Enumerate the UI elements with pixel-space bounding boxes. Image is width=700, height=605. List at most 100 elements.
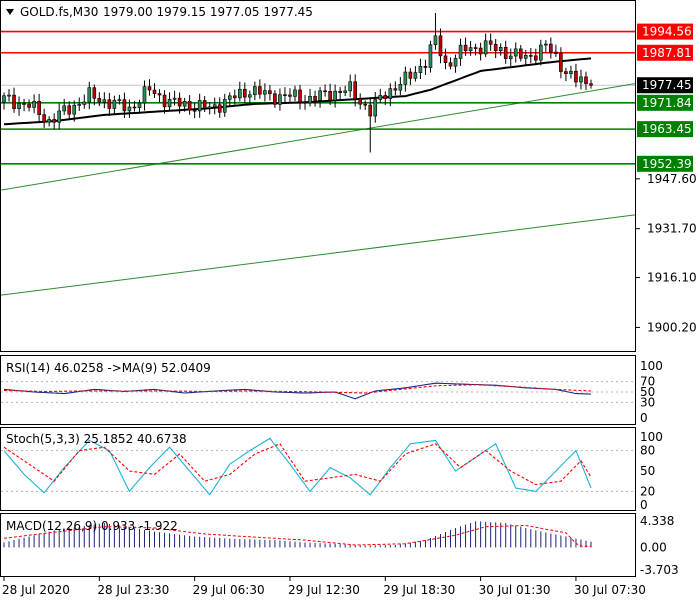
- candle: [102, 92, 107, 109]
- candle-body: [127, 106, 132, 112]
- triangle-down-icon[interactable]: [6, 9, 14, 15]
- candle: [443, 48, 448, 70]
- candle-body: [142, 86, 147, 104]
- candle-body: [323, 90, 327, 93]
- candle: [243, 82, 247, 104]
- time-tick-label: 28 Jul 23:30: [97, 583, 169, 597]
- level-lines: [1, 30, 635, 165]
- rsi-panel[interactable]: RSI(14) 46.0258 ->MA(9) 52.0409: [0, 355, 636, 425]
- candlestick-series: [2, 12, 593, 153]
- support-price-label: 1971.84: [642, 96, 692, 110]
- candle-body: [539, 44, 543, 61]
- candle: [137, 99, 142, 114]
- candle-body: [107, 99, 112, 109]
- candle: [293, 85, 297, 102]
- candle: [363, 100, 368, 110]
- support-price-box: [637, 121, 693, 138]
- candle-body: [544, 43, 548, 46]
- stoch-tick-label: 80: [640, 444, 655, 458]
- candle: [513, 42, 518, 63]
- candle-body: [122, 99, 127, 112]
- candle: [528, 48, 533, 64]
- candle-body: [167, 99, 172, 108]
- price-panel-frame: [0, 0, 636, 352]
- candle: [27, 99, 31, 112]
- candle: [177, 92, 182, 114]
- candle: [142, 80, 147, 111]
- candle-body: [488, 40, 493, 45]
- candle-body: [117, 99, 122, 101]
- candle-body: [47, 119, 51, 123]
- candle-body: [308, 95, 312, 104]
- candle: [222, 93, 227, 117]
- candle: [408, 68, 413, 85]
- candle: [383, 91, 388, 106]
- candle: [22, 98, 26, 112]
- price-panel[interactable]: GOLD.fs,M30 1979.00 1979.15 1977.05 1977…: [0, 0, 636, 352]
- candle-body: [303, 101, 307, 104]
- stoch-panel[interactable]: Stoch(5,3,3) 25.1852 40.6738: [0, 427, 636, 511]
- candle-body: [283, 94, 287, 97]
- candle: [97, 92, 102, 107]
- trendline-2: [0, 214, 636, 296]
- candle: [393, 81, 398, 96]
- candle-body: [7, 94, 11, 97]
- rsi-tick-label: 30: [640, 395, 655, 409]
- candle: [503, 40, 508, 64]
- candle: [217, 97, 222, 118]
- candle: [212, 97, 217, 115]
- candle-body: [227, 95, 232, 100]
- candle-body: [182, 100, 187, 107]
- candle-body: [313, 95, 317, 101]
- candle: [117, 94, 122, 105]
- candle-body: [338, 90, 342, 93]
- moving-average: [3, 57, 592, 126]
- candle: [197, 93, 202, 118]
- ma-line-path: [3, 57, 592, 126]
- price-tick-label: 1900.20: [647, 320, 697, 334]
- candle-body: [72, 104, 77, 115]
- candle: [589, 79, 593, 89]
- candle-body: [197, 100, 202, 112]
- rsi-tick-label: 100: [640, 359, 663, 373]
- candle-body: [448, 62, 453, 67]
- candle: [483, 33, 488, 58]
- candle: [448, 57, 453, 70]
- candle-body: [589, 83, 593, 86]
- time-tick-label: 29 Jul 18:30: [383, 583, 455, 597]
- candle: [107, 92, 112, 117]
- price-tick-label: 1916.10: [647, 271, 697, 285]
- candle: [57, 103, 61, 130]
- candle-body: [212, 104, 217, 108]
- macd-panel[interactable]: MACD(12,26,9) 0.933 -1.922: [0, 513, 636, 577]
- candle-body: [528, 55, 533, 57]
- candle-body: [518, 48, 523, 59]
- candle: [579, 69, 583, 90]
- candle-body: [453, 58, 458, 67]
- candle-body: [493, 43, 498, 52]
- candle-body: [508, 55, 513, 59]
- candle-body: [253, 86, 257, 96]
- candle-body: [559, 53, 563, 72]
- stoch-tick-label: 20: [640, 484, 655, 498]
- candle-body: [77, 104, 82, 106]
- candle: [308, 88, 312, 107]
- candle-body: [92, 87, 97, 99]
- candle-body: [62, 105, 67, 112]
- candle: [584, 71, 588, 91]
- candle: [498, 43, 503, 56]
- candle-body: [137, 102, 142, 109]
- candle: [353, 74, 358, 107]
- candle-body: [248, 94, 252, 98]
- macd-title: MACD(12,26,9) 0.933 -1.922: [6, 519, 178, 533]
- candle-body: [172, 97, 177, 100]
- candle: [47, 116, 51, 127]
- candle: [534, 48, 538, 66]
- candle-body: [237, 88, 242, 99]
- candle-body: [37, 101, 41, 115]
- candle: [92, 84, 97, 106]
- trendline-1: [0, 83, 636, 191]
- candle-body: [579, 76, 583, 83]
- candle-body: [363, 103, 368, 106]
